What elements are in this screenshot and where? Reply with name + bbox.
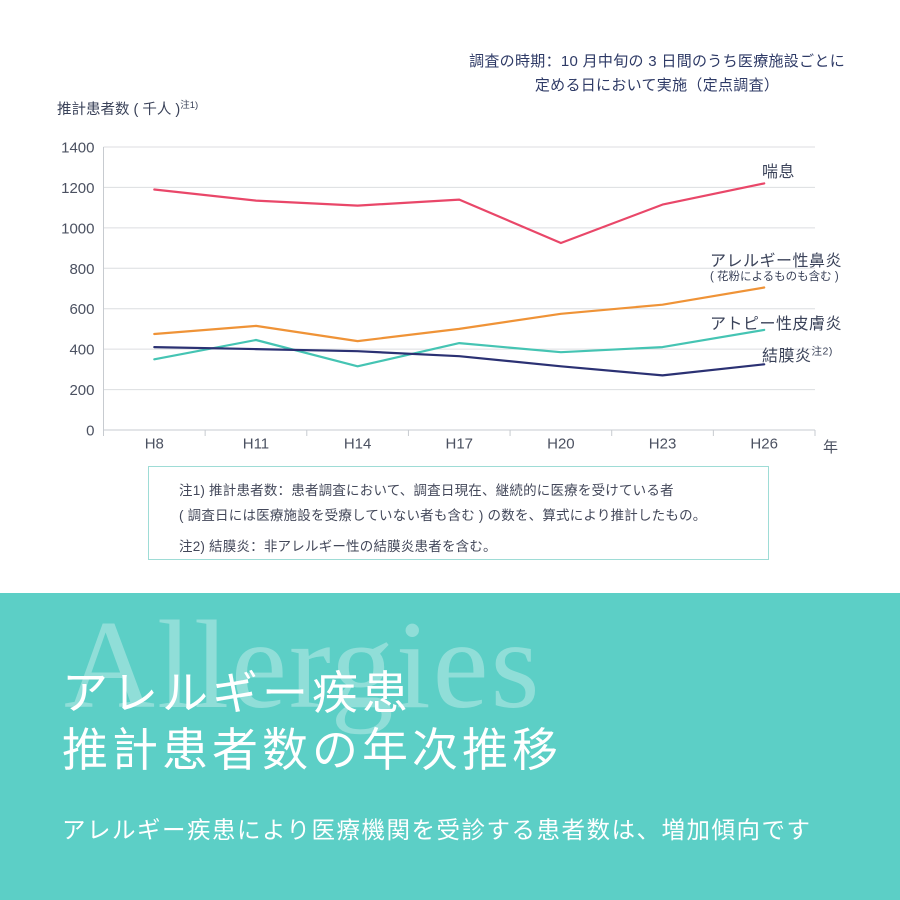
patients-trend-chart: 0 200 400 600 800 1000 1200 1400 H8 H11 H14 H17 H20 H… [0,130,900,465]
survey-period-note-line1: 調査の時期：10 月中旬の 3 日間のうち医療施設ごとに [469,53,845,70]
survey-period-note-line2: 定める日において実施（定点調査） [534,77,780,94]
banner-title: アレルギー疾患 推計患者数の年次推移 [62,665,562,779]
footnote-1-line2: ( 調査日には医療施設を受療していない者も含む ) の数を、算式により推計したも… [179,508,707,523]
x-tick-label: H8 [145,436,164,453]
y-tick-label: 0 [86,423,94,440]
banner-subtitle: アレルギー疾患により医療機関を受診する患者数は、増加傾向です [62,818,812,844]
y-tick-label: 1400 [61,140,94,157]
footer-banner: Allergies アレルギー疾患 推計患者数の年次推移 アレルギー疾患により医… [0,593,900,900]
y-tick-label: 200 [69,382,94,399]
banner-title-line2: 推計患者数の年次推移 [62,725,562,776]
y-tick-label: 1200 [61,180,94,197]
line-chart-canvas: 0 200 400 600 800 1000 1200 1400 H8 H11 H14 H17 H20 H… [61,140,816,453]
x-axis-unit-label: 年 [823,439,839,456]
y-axis-title-footnote-ref: 注1) [180,100,199,111]
x-tick-label: H26 [750,436,778,453]
watermark-text: Allergies [64,596,542,735]
y-tick-label: 400 [69,342,94,359]
survey-period-note: 調査の時期：10 月中旬の 3 日間のうち医療施設ごとに 定める日において実施（… [469,50,845,98]
series-line-2 [153,328,766,368]
y-tick-label: 600 [69,301,94,318]
x-tick-label: H17 [445,436,473,453]
y-axis-title-text: 推計患者数 ( 千人 ) [57,101,181,118]
y-tick-label: 1000 [61,220,94,237]
footnote-2: 注2) 結膜炎：非アレルギー性の結膜炎患者を含む。 [179,539,497,554]
x-tick-label: H14 [344,436,372,453]
series-label-conjunctivitis: 結膜炎注2) [762,342,833,366]
series-label-asthma: 喘息 [762,164,796,181]
series-line-0 [153,182,766,245]
y-tick-label: 800 [69,261,94,278]
series-label-conjunctivitis-text: 結膜炎 [762,348,812,365]
series-sublabel-allergic-rhinitis: ( 花粉によるものも含む ) [710,271,839,283]
footnotes-box: 注1) 推計患者数：患者調査において、調査日現在、継続的に医療を受けている者 (… [148,466,769,560]
x-tick-label: H20 [547,436,575,453]
x-tick-label: H11 [243,436,269,453]
banner-title-line1: アレルギー疾患 [62,668,412,719]
series-line-1 [153,286,766,343]
series-label-atopic-dermatitis: アトピー性皮膚炎 [710,316,843,333]
footnote-1-line1: 注1) 推計患者数：患者調査において、調査日現在、継続的に医療を受けている者 [179,483,674,498]
y-axis-title: 推計患者数 ( 千人 )注1) [57,97,198,119]
series-label-allergic-rhinitis: アレルギー性鼻炎 [710,253,843,270]
series-label-conjunctivitis-footnote-ref: 注2) [811,345,833,358]
x-tick-label: H23 [649,436,677,453]
series-line-3 [153,346,766,377]
